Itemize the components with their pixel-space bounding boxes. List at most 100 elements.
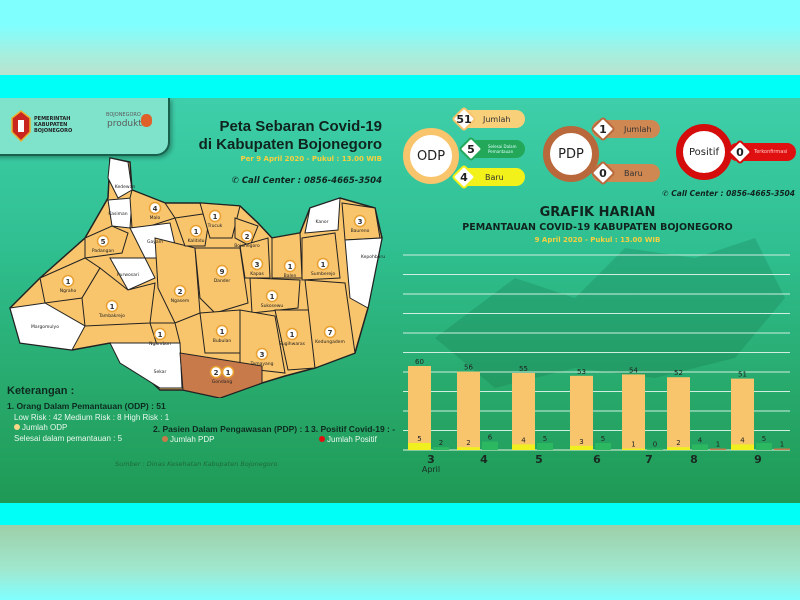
x-month-label: April [422, 465, 440, 474]
district-label: Purwosari [117, 272, 139, 278]
district-label: Kanor [315, 219, 328, 225]
district-label: Tambakrejo [98, 313, 125, 319]
legend-pdp-item: Jumlah PDP [162, 435, 214, 444]
bar-pdp [710, 448, 726, 450]
bar-value-label: 54 [629, 366, 638, 374]
x-tick-label: 9 [754, 453, 762, 466]
x-tick-label: 6 [593, 453, 601, 466]
district-temayang[interactable] [239, 309, 286, 374]
case-pin-icon [61, 274, 75, 288]
case-count: 1 [66, 278, 71, 286]
pdp-circle: PDP [543, 126, 599, 182]
bar-value-label: 2 [439, 439, 443, 447]
blurred-background-top [0, 0, 800, 75]
bar-value-label: 51 [738, 371, 747, 379]
case-pin-icon [105, 299, 119, 313]
district-sekar[interactable] [109, 342, 183, 389]
phone-icon: ✆ [231, 176, 242, 186]
district-trucuk[interactable] [199, 202, 241, 239]
district-kapas[interactable] [239, 237, 271, 279]
bar-value-label: 52 [674, 369, 683, 377]
x-tick-label: 7 [645, 453, 653, 466]
case-count: 4 [153, 205, 158, 213]
bar-value-label: 3 [579, 438, 583, 446]
map-date: Per 9 April 2020 - Pukul : 13.00 WIB [240, 155, 382, 163]
case-count: 1 [226, 369, 231, 377]
case-count: 1 [158, 331, 163, 339]
map-title-line2: di Kabupaten Bojonegoro [198, 136, 382, 153]
call-center-left: ✆ Call Center : 0856-4665-3504 [232, 176, 382, 186]
bar-value-label: 1 [780, 441, 784, 449]
bar-value-label: 6 [488, 434, 493, 442]
district-kanor[interactable] [304, 197, 341, 234]
odp-done-label: Selesai Dalam Pemantauan [488, 144, 517, 154]
district-label: Kasiman [108, 211, 127, 217]
pdp-new-label: Baru [624, 168, 643, 178]
district-label: Bubulan [213, 338, 232, 344]
bar-value-label: 53 [577, 368, 586, 376]
district-kepohbaru[interactable] [344, 237, 383, 309]
legend-odp-done: Selesai dalam pemantauan : 5 [14, 434, 123, 443]
bar-value-label: 56 [464, 364, 473, 372]
district-label: Sugihwaras [279, 341, 306, 347]
frame-band-bottom [0, 503, 800, 525]
legend-title: Keterangan : [7, 385, 75, 397]
district-purwosari[interactable] [109, 257, 156, 291]
case-pin-icon [96, 234, 110, 248]
case-count: 1 [290, 331, 295, 339]
bar-value-label: 4 [698, 436, 703, 444]
legend-odp-risk: Low Risk : 42 Medium Risk : 8 High Risk … [14, 413, 170, 422]
bar-odp_new [512, 444, 535, 450]
district-label: Kepohbaru [361, 254, 385, 260]
positive-title: Positif [689, 146, 719, 158]
map-title-line1: Peta Sebaran Covid-19 [219, 118, 382, 135]
district-label: Dander [214, 278, 231, 284]
frame-band-top [0, 75, 800, 98]
case-pin-icon [173, 284, 187, 298]
district-kedungadem[interactable] [304, 279, 356, 369]
bar-value-label: 5 [601, 435, 605, 443]
x-tick-label: 3 [427, 453, 435, 466]
case-pin-icon [240, 229, 254, 243]
case-pin-icon [265, 289, 279, 303]
district-margomulyo[interactable] [9, 302, 86, 351]
bar-value-label: 5 [762, 435, 766, 443]
district-label: Malo [150, 215, 161, 221]
bar-done [692, 444, 708, 450]
case-pin-icon [221, 365, 235, 379]
bar-odp [457, 371, 480, 450]
bar-done [537, 443, 553, 450]
pdp-dot-icon [162, 436, 168, 442]
pdp-total-label: Jumlah [624, 124, 652, 134]
bar-value-label: 0 [653, 441, 657, 449]
odp-done-value: 5 [467, 142, 475, 156]
bar-value-label: 4 [740, 436, 745, 444]
case-pin-icon [215, 324, 229, 338]
district-sumberejo[interactable] [301, 232, 341, 281]
chart-subtitle: PEMANTAUAN COVID-19 KABUPATEN BOJONEGORO [462, 222, 733, 233]
district-label: Kalitidu [188, 238, 205, 244]
case-count: 1 [270, 293, 275, 301]
pdp-label: PDP [558, 146, 584, 162]
positive-label: Terkonfirmasi [754, 149, 788, 155]
case-pin-icon [283, 259, 297, 273]
bar-odp [731, 378, 754, 450]
district-label: Gondang [212, 379, 233, 385]
call-center-text: Call Center : 0856-4665-3504 [671, 189, 795, 198]
odp-circle: ODP [403, 128, 459, 184]
legend-pdp-label: Jumlah PDP [170, 435, 215, 444]
district-label: Kapas [250, 271, 264, 277]
bar-done [433, 447, 449, 450]
logo-panel: PEMERINTAH KABUPATEN BOJONEGORO BOJONEGO… [0, 98, 170, 156]
x-tick-label: 4 [480, 453, 488, 466]
bar-value-label: 1 [716, 441, 720, 449]
infographic: PEMERINTAH KABUPATEN BOJONEGORO BOJONEGO… [0, 98, 800, 503]
case-pin-icon [153, 327, 167, 341]
district-label: Ngraho [60, 288, 77, 294]
bar-odp [622, 374, 645, 450]
district-kedewan[interactable] [107, 157, 133, 199]
case-count: 5 [101, 238, 106, 246]
bar-odp [408, 366, 431, 450]
district-dander[interactable] [194, 247, 249, 314]
bar-value-label: 5 [543, 435, 547, 443]
